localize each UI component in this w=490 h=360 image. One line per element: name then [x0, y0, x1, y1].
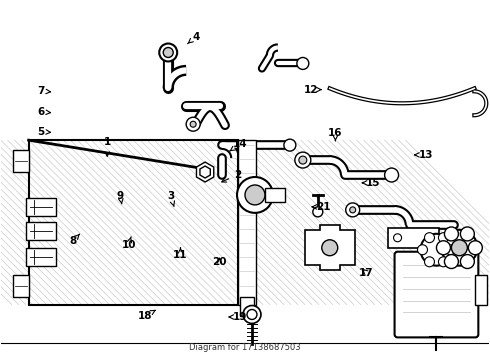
Circle shape: [461, 255, 474, 269]
Text: 13: 13: [415, 150, 433, 160]
Polygon shape: [13, 150, 28, 172]
Bar: [265, 188, 285, 202]
Circle shape: [350, 207, 356, 213]
Text: 20: 20: [212, 257, 227, 267]
Circle shape: [437, 241, 450, 255]
Text: 7: 7: [37, 86, 50, 96]
Circle shape: [441, 230, 477, 266]
Circle shape: [322, 240, 338, 256]
Circle shape: [284, 139, 296, 151]
Circle shape: [444, 227, 458, 241]
Circle shape: [297, 58, 309, 69]
Text: 18: 18: [138, 310, 155, 321]
Polygon shape: [305, 225, 355, 270]
Circle shape: [186, 117, 200, 131]
Circle shape: [439, 233, 448, 243]
Text: 10: 10: [122, 237, 136, 249]
Circle shape: [245, 185, 265, 205]
Circle shape: [346, 203, 360, 217]
Bar: [25, 222, 55, 240]
Bar: [475, 275, 488, 305]
Text: 17: 17: [359, 267, 373, 278]
Circle shape: [444, 255, 458, 269]
Circle shape: [190, 121, 196, 127]
Circle shape: [237, 177, 273, 213]
Circle shape: [159, 44, 177, 62]
Circle shape: [243, 306, 261, 323]
Text: 14: 14: [230, 139, 247, 151]
Text: Diagram for 17138687503: Diagram for 17138687503: [189, 343, 301, 352]
Polygon shape: [200, 166, 210, 178]
Text: 11: 11: [173, 248, 188, 260]
Circle shape: [439, 257, 448, 267]
Circle shape: [313, 207, 323, 217]
Circle shape: [299, 156, 307, 164]
Circle shape: [295, 152, 311, 168]
Circle shape: [424, 233, 435, 243]
Text: 12: 12: [304, 85, 321, 95]
Bar: [28, 140, 238, 305]
Text: 1: 1: [103, 138, 111, 156]
Circle shape: [424, 257, 435, 267]
Polygon shape: [13, 275, 28, 297]
Text: 3: 3: [167, 191, 174, 207]
Bar: [240, 297, 254, 316]
Polygon shape: [196, 162, 214, 182]
Circle shape: [451, 240, 467, 256]
FancyBboxPatch shape: [394, 252, 478, 337]
Bar: [238, 140, 256, 305]
Circle shape: [445, 245, 455, 255]
Text: 21: 21: [312, 202, 330, 212]
Circle shape: [461, 227, 474, 241]
Bar: [28, 140, 238, 305]
Circle shape: [425, 256, 434, 264]
Text: 15: 15: [363, 178, 380, 188]
Text: 9: 9: [117, 191, 124, 204]
Text: 8: 8: [70, 234, 79, 246]
Circle shape: [468, 241, 482, 255]
Circle shape: [385, 168, 398, 182]
Text: 6: 6: [37, 107, 50, 117]
Text: 16: 16: [328, 128, 343, 141]
Text: 19: 19: [229, 312, 247, 322]
Text: 2: 2: [222, 170, 241, 182]
Circle shape: [417, 245, 427, 255]
Polygon shape: [388, 228, 440, 270]
Text: 5: 5: [37, 127, 50, 136]
Circle shape: [393, 234, 401, 242]
Circle shape: [420, 234, 452, 266]
Text: 4: 4: [188, 32, 200, 44]
Circle shape: [163, 48, 173, 58]
Circle shape: [247, 310, 257, 319]
Bar: [25, 198, 55, 216]
Bar: [25, 248, 55, 266]
